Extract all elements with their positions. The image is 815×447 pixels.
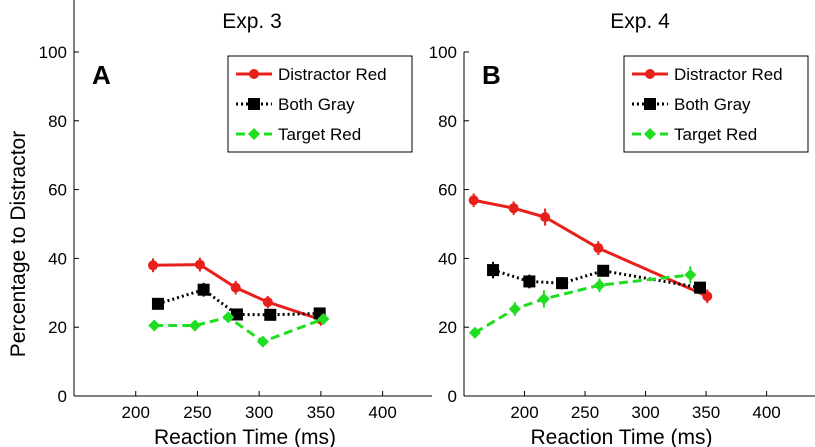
panel-letter: B xyxy=(482,60,501,90)
series-target-red xyxy=(148,311,330,348)
data-point xyxy=(264,308,277,321)
x-tick-label: 250 xyxy=(183,403,211,422)
x-tick-label: 400 xyxy=(752,403,780,422)
data-point xyxy=(684,268,697,281)
legend-label: Distractor Red xyxy=(278,65,387,84)
data-point xyxy=(508,203,519,214)
legend-marker xyxy=(248,128,260,140)
x-tick-label: 350 xyxy=(307,403,335,422)
data-point xyxy=(194,259,205,270)
x-axis-label: Reaction Time (ms) xyxy=(530,426,712,447)
y-tick-label: 60 xyxy=(48,181,67,200)
legend-marker xyxy=(249,69,259,79)
data-point xyxy=(151,297,164,310)
data-point xyxy=(597,264,610,277)
panel-title: Exp. 3 xyxy=(222,10,282,33)
legend-label: Distractor Red xyxy=(674,65,783,84)
y-tick-label: 100 xyxy=(39,43,67,62)
series-distractor-red xyxy=(468,193,713,304)
y-tick-label: 0 xyxy=(448,387,457,406)
panel-exp3: Exp. 3 Reaction Time (ms) Percentage to … xyxy=(7,0,432,447)
legend-marker xyxy=(248,98,260,110)
y-tick-label: 60 xyxy=(438,181,457,200)
panel-exp4: Exp. 4 Reaction Time (ms) B 0 20 40 60 80 100… xyxy=(429,10,815,447)
y-tick-label: 0 xyxy=(58,387,67,406)
x-tick-label: 250 xyxy=(571,403,599,422)
data-point xyxy=(508,302,521,315)
x-tick-label: 200 xyxy=(510,403,538,422)
x-tick-label: 350 xyxy=(692,403,720,422)
x-tick-label: 300 xyxy=(245,403,273,422)
legend-marker xyxy=(644,128,656,140)
data-point xyxy=(468,195,479,206)
legend-marker xyxy=(645,69,655,79)
y-tick-label: 20 xyxy=(438,318,457,337)
data-point xyxy=(702,291,713,302)
series-both-gray xyxy=(151,282,326,321)
y-tick-label: 80 xyxy=(48,112,67,131)
data-point xyxy=(222,311,235,324)
data-point xyxy=(468,326,481,339)
series-line xyxy=(157,288,320,317)
data-point xyxy=(188,319,201,332)
y-tick-label: 40 xyxy=(48,249,67,268)
data-point xyxy=(148,319,161,332)
data-point xyxy=(487,264,500,277)
data-point xyxy=(593,243,604,254)
legend-label: Both Gray xyxy=(278,95,355,114)
data-point xyxy=(593,279,606,292)
series-line xyxy=(473,198,708,298)
y-axis-label: Percentage to Distractor xyxy=(7,131,30,357)
data-point xyxy=(523,275,536,288)
y-tick-label: 100 xyxy=(429,43,457,62)
x-tick-label: 400 xyxy=(368,403,396,422)
data-point xyxy=(148,260,159,271)
data-point xyxy=(262,297,273,308)
x-tick-label: 300 xyxy=(631,403,659,422)
panel-title: Exp. 4 xyxy=(610,10,670,33)
panel-letter: A xyxy=(92,60,111,90)
series-line xyxy=(154,315,324,344)
legend-label: Both Gray xyxy=(674,95,751,114)
data-point xyxy=(197,283,210,296)
data-point xyxy=(694,281,707,294)
legend-label: Target Red xyxy=(674,125,757,144)
y-tick-label: 20 xyxy=(48,318,67,337)
legend-label: Target Red xyxy=(278,125,361,144)
data-point xyxy=(540,212,551,223)
series-both-gray xyxy=(487,261,707,294)
y-tick-label: 80 xyxy=(438,112,457,131)
y-tick-label: 40 xyxy=(438,249,457,268)
x-tick-label: 200 xyxy=(122,403,150,422)
legend-marker xyxy=(644,98,656,110)
data-point xyxy=(230,282,241,293)
data-point xyxy=(317,312,330,325)
series-line xyxy=(474,273,691,334)
series-distractor-red xyxy=(148,257,326,326)
data-point xyxy=(256,335,269,348)
data-point xyxy=(556,277,569,290)
data-point xyxy=(537,292,550,305)
x-axis-label: Reaction Time (ms) xyxy=(154,426,336,447)
series-target-red xyxy=(468,266,697,339)
